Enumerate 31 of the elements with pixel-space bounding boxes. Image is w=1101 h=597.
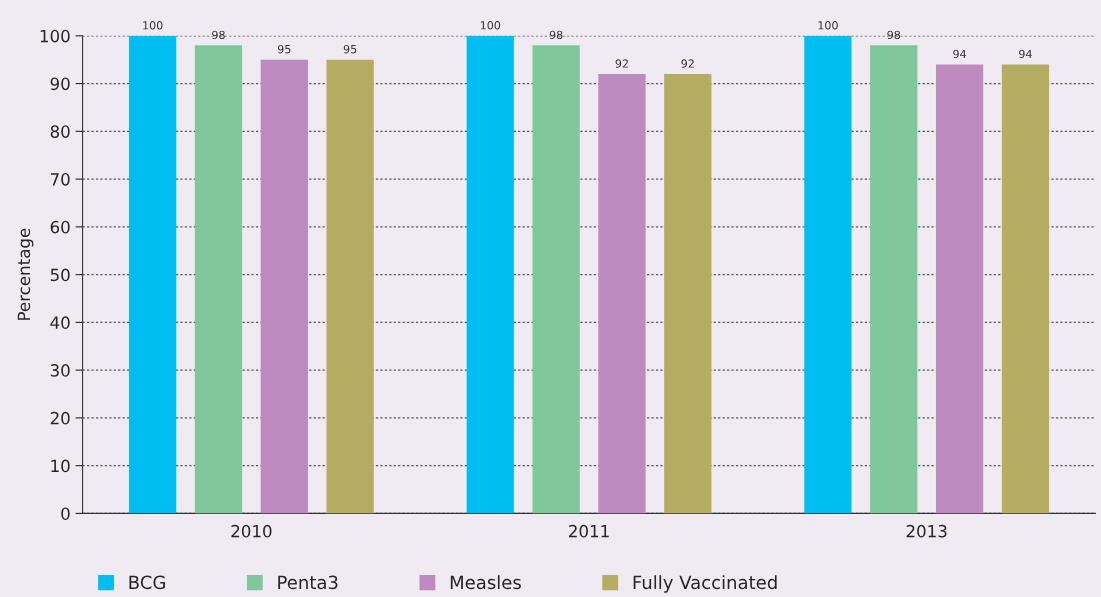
y-tick-label: 50 [50, 268, 70, 282]
y-tick-label: 10 [51, 459, 70, 473]
y-tick-label: 0 [61, 507, 70, 520]
y-tick-label: 90 [50, 77, 70, 91]
y-tick-label: 70 [50, 173, 70, 186]
data-label: 92 [615, 59, 628, 68]
x-tick-label: 2013 [906, 524, 947, 538]
data-label: 95 [277, 44, 291, 54]
y-tick-label: 30 [50, 364, 70, 377]
y-axis-title: Percentage [17, 228, 34, 320]
y-tick-label: 20 [50, 411, 70, 425]
data-label: 100 [818, 21, 838, 30]
x-tick-label: 2011 [569, 524, 609, 538]
data-label: 94 [1019, 49, 1032, 59]
data-label: 100 [480, 21, 501, 30]
data-label: 98 [887, 30, 901, 40]
legend-label: Fully Vaccinated [633, 575, 777, 593]
legend-label: Measles [450, 575, 521, 590]
data-label: 98 [549, 30, 563, 40]
y-tick-label: 40 [50, 316, 70, 329]
data-label: 92 [681, 59, 694, 68]
x-tick-label: 2010 [231, 524, 272, 538]
y-tick-label: 100 [40, 29, 70, 43]
legend-label: Penta3 [278, 575, 338, 590]
legend-label: BCG [129, 575, 165, 590]
data-label: 100 [143, 21, 163, 30]
y-tick-label: 80 [50, 125, 70, 138]
data-label: 98 [212, 30, 225, 40]
data-label: 94 [953, 49, 967, 59]
data-label: 95 [343, 44, 357, 54]
y-tick-label: 60 [50, 220, 70, 234]
